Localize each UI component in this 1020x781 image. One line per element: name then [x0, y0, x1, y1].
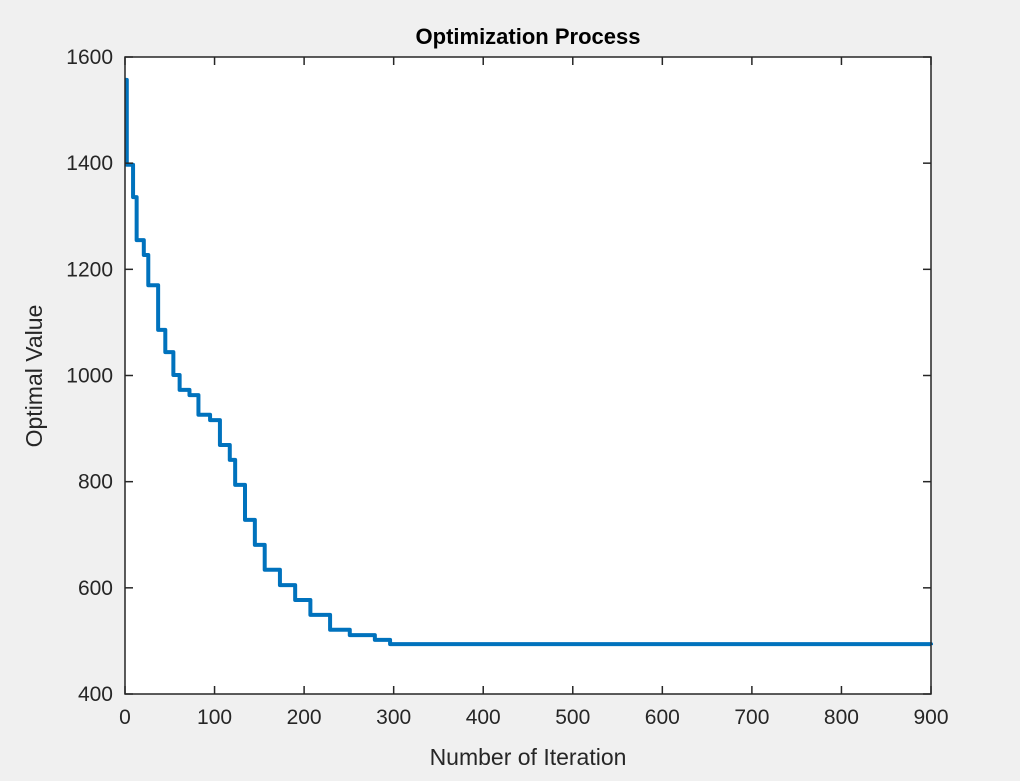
chart-title: Optimization Process: [416, 24, 641, 49]
x-tick-label: 0: [119, 706, 131, 729]
y-tick-label: 1200: [66, 258, 113, 281]
x-axis-ticks: 0 100 200 300 400 500 600 700 800 900: [119, 57, 949, 729]
y-tick-label: 600: [78, 577, 113, 600]
x-tick-label: 900: [913, 706, 948, 729]
y-tick-label: 800: [78, 471, 113, 494]
y-axis-ticks: 400 600 800 1000 1200 1400 1600: [66, 46, 931, 706]
plot-area: [125, 57, 931, 694]
x-tick-label: 300: [376, 706, 411, 729]
x-tick-label: 600: [645, 706, 680, 729]
x-tick-label: 200: [287, 706, 322, 729]
x-axis-label: Number of Iteration: [430, 744, 627, 770]
y-tick-label: 1400: [66, 152, 113, 175]
x-tick-label: 100: [197, 706, 232, 729]
x-tick-label: 800: [824, 706, 859, 729]
y-tick-label: 1000: [66, 365, 113, 388]
x-tick-label: 400: [466, 706, 501, 729]
y-tick-label: 400: [78, 683, 113, 706]
y-tick-label: 1600: [66, 46, 113, 69]
series-layer: [124, 77, 933, 647]
series-line: [124, 77, 933, 647]
x-tick-label: 500: [555, 706, 590, 729]
y-axis-label: Optimal Value: [21, 305, 47, 448]
x-tick-label: 700: [734, 706, 769, 729]
